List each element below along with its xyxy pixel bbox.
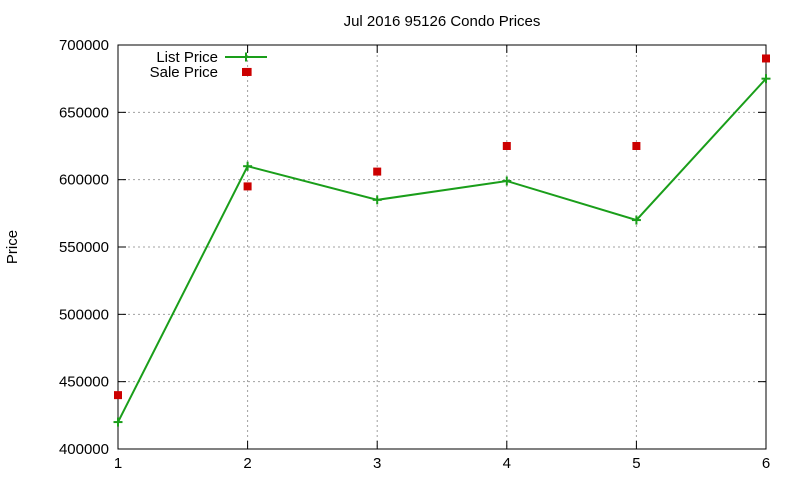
sale-price-point — [762, 54, 770, 63]
axis-ticks: 400000 450000 500000 550000 600000 650000 7000… — [59, 37, 770, 472]
list-price-point — [761, 74, 771, 84]
x-tick-label: 6 — [762, 455, 770, 472]
legend-square-marker — [242, 68, 250, 76]
x-tick-label: 2 — [243, 455, 251, 472]
sale-price-point — [373, 167, 382, 176]
y-tick-label: 450000 — [59, 374, 109, 391]
chart-title: Jul 2016 95126 Condo Prices — [344, 13, 541, 30]
list-price-point — [502, 176, 512, 186]
sale-price-point — [114, 391, 122, 400]
y-tick-label: 550000 — [59, 239, 109, 256]
x-tick-label: 5 — [632, 455, 640, 472]
legend-plus-marker — [241, 52, 251, 62]
y-tick-label: 500000 — [59, 306, 109, 323]
y-tick-label: 400000 — [59, 441, 109, 458]
sale-price-point — [502, 142, 511, 150]
sale-price-point — [243, 182, 252, 191]
x-tick-label: 1 — [114, 455, 122, 472]
list-price-line — [117, 77, 767, 423]
x-tick-label: 4 — [503, 455, 511, 472]
list-price-point — [631, 215, 641, 225]
grid-lines — [118, 45, 766, 449]
list-price-point — [113, 417, 123, 427]
y-tick-label: 700000 — [59, 37, 109, 54]
y-tick-label: 650000 — [59, 104, 109, 121]
list-price-point — [243, 161, 253, 171]
list-price-point — [372, 195, 382, 205]
y-axis-label: Price — [4, 230, 21, 264]
series-layer — [113, 54, 771, 427]
sale-price-point — [632, 142, 641, 150]
x-tick-label: 3 — [373, 455, 381, 472]
y-tick-label: 600000 — [59, 172, 109, 189]
legend-label: Sale Price — [150, 64, 218, 81]
legend-label: List Price — [156, 49, 218, 66]
